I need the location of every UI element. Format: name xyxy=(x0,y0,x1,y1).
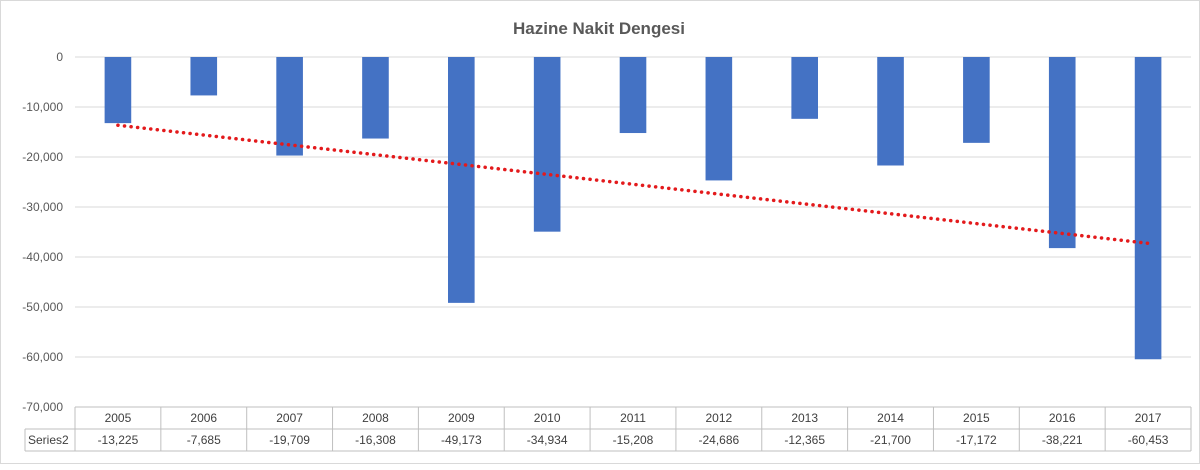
y-tick-label: -40,000 xyxy=(22,250,63,264)
chart-title: Hazine Nakit Dengesi xyxy=(513,19,685,38)
y-tick-label: -60,000 xyxy=(22,350,63,364)
category-label: 2015 xyxy=(963,411,990,425)
y-tick-label: -70,000 xyxy=(22,400,63,414)
bar xyxy=(1048,57,1076,249)
y-axis: 0 -10,000 -20,000 -30,000 -40,000 -50,000 -60,… xyxy=(22,50,63,414)
category-label: 2006 xyxy=(190,411,217,425)
bar xyxy=(1134,57,1162,360)
bars xyxy=(104,57,1162,360)
bar xyxy=(362,57,389,139)
data-value-label: -24,686 xyxy=(698,433,739,447)
category-label: 2014 xyxy=(877,411,904,425)
y-tick-label: -50,000 xyxy=(22,300,63,314)
category-label: 2007 xyxy=(276,411,303,425)
data-value-label: -17,172 xyxy=(956,433,997,447)
category-label: 2012 xyxy=(705,411,732,425)
data-value-label: -15,208 xyxy=(613,433,654,447)
data-value-label: -12,365 xyxy=(784,433,825,447)
trendline-line xyxy=(116,123,1150,246)
data-value-label: -49,173 xyxy=(441,433,482,447)
data-value-label: -34,934 xyxy=(527,433,568,447)
bar xyxy=(190,57,218,96)
category-label: 2005 xyxy=(105,411,132,425)
y-tick-label: -10,000 xyxy=(22,100,63,114)
series-name-label: Series2 xyxy=(28,433,69,447)
data-value-label: -60,453 xyxy=(1128,433,1169,447)
bar xyxy=(619,57,647,134)
data-value-label: -13,225 xyxy=(98,433,139,447)
data-table: Series2 2005 -13,225 2006 -7,685 2007 -19,709 2… xyxy=(24,406,1192,452)
category-label: 2010 xyxy=(534,411,561,425)
data-value-label: -21,700 xyxy=(870,433,911,447)
y-tick-label: -30,000 xyxy=(22,200,63,214)
category-label: 2008 xyxy=(362,411,389,425)
data-value-label: -16,308 xyxy=(355,433,396,447)
trendline xyxy=(116,123,1150,246)
bar xyxy=(963,57,990,143)
bar xyxy=(533,57,561,232)
bar xyxy=(877,57,904,166)
y-tick-label: -20,000 xyxy=(22,150,63,164)
category-label: 2017 xyxy=(1135,411,1162,425)
data-value-label: -38,221 xyxy=(1042,433,1083,447)
bar xyxy=(104,57,132,124)
bar xyxy=(448,57,475,303)
category-label: 2011 xyxy=(620,411,646,425)
category-label: 2016 xyxy=(1049,411,1076,425)
data-value-label: -19,709 xyxy=(269,433,310,447)
data-value-label: -7,685 xyxy=(187,433,221,447)
bar xyxy=(276,57,303,156)
bar xyxy=(791,57,818,119)
category-label: 2013 xyxy=(791,411,818,425)
y-tick-label: 0 xyxy=(56,50,63,64)
category-label: 2009 xyxy=(448,411,475,425)
bar xyxy=(705,57,733,181)
grid-lines xyxy=(75,56,1191,408)
